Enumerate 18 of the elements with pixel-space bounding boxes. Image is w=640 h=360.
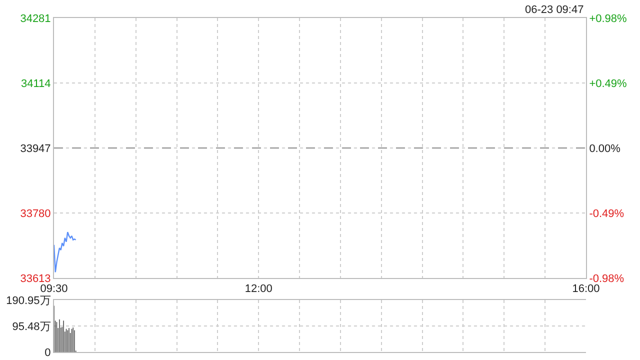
- x-tick-label: 16:00: [572, 283, 600, 296]
- line-series: [54, 231, 76, 273]
- y-tick-label: 95.48万: [12, 320, 51, 333]
- y-tick-label: 190.95万: [6, 294, 51, 307]
- y-tick-label: 33780: [20, 208, 51, 220]
- x-tick-label: 09:30: [40, 283, 68, 296]
- y-tick-label: 0: [44, 346, 51, 359]
- y-tick-label: 34114: [21, 78, 51, 90]
- y2-tick-label: +0.49%: [589, 78, 628, 90]
- y-tick-label: 34281: [20, 12, 51, 25]
- y-tick-label: 33613: [20, 272, 51, 285]
- x-tick-label: 12:00: [244, 283, 272, 296]
- y-tick-label: 33947: [20, 142, 51, 155]
- text: 06-23 09:47: [525, 4, 584, 16]
- y2-tick-label: -0.98%: [589, 272, 624, 285]
- y2-tick-label: -0.49%: [589, 208, 624, 220]
- y2-tick-label: +0.98%: [589, 12, 628, 25]
- y2-tick-label: 0.00%: [589, 142, 621, 155]
